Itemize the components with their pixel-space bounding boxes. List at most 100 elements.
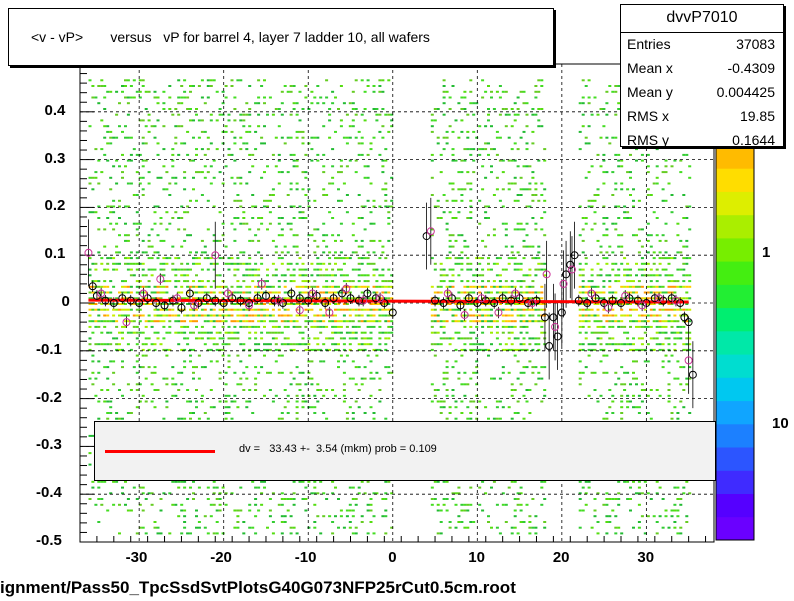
data-point: [566, 260, 575, 269]
data-point: [447, 294, 456, 303]
data-point: [650, 294, 659, 303]
data-point: [617, 299, 626, 307]
data-point: [245, 299, 254, 307]
data-point: [680, 313, 689, 322]
stats-label: Entries: [627, 36, 671, 52]
data-point: [325, 308, 334, 317]
data-point: [338, 289, 347, 298]
data-point: [321, 299, 330, 307]
data-point: [481, 296, 490, 305]
y-tick-label: -0.1: [36, 340, 62, 358]
data-point: [228, 294, 237, 303]
y-tick-label: 0.4: [44, 101, 66, 119]
legend-fit-text: dv = 33.43 +- 3.54 (mkm) prob = 0.109: [239, 443, 437, 455]
data-point: [540, 313, 549, 322]
data-point: [655, 294, 664, 303]
colorbar-segment: [716, 493, 754, 518]
data-point: [562, 270, 571, 279]
x-tick-label: 0: [388, 549, 397, 566]
data-point: [354, 296, 363, 305]
stats-row-rms-x: RMS x 19.85: [627, 108, 775, 130]
data-point: [528, 299, 537, 307]
data-point: [667, 294, 676, 303]
y-tick-label: 0: [61, 293, 70, 310]
data-point: [270, 296, 279, 305]
data-point: [422, 232, 431, 241]
data-point: [443, 289, 452, 298]
colorbar-segment: [716, 447, 754, 471]
data-point: [498, 294, 507, 303]
x-tick-label: -10: [294, 549, 317, 566]
data-point: [559, 279, 568, 288]
data-point: [524, 299, 533, 307]
data-point: [185, 289, 194, 298]
data-point: [511, 289, 520, 298]
data-point: [600, 299, 609, 307]
data-point: [261, 291, 270, 300]
colorbar-segment: [716, 191, 754, 216]
y-tick-label: -0.5: [36, 532, 62, 549]
data-point: [88, 282, 97, 291]
data-point: [625, 294, 634, 303]
colorbar-segment: [716, 470, 754, 494]
data-point: [380, 299, 389, 307]
stats-box: dvvP7010 Entries 37083 Mean x -0.4309 Me…: [620, 4, 784, 148]
y-tick-label: 0.3: [44, 149, 66, 167]
colorbar-segment: [716, 516, 754, 541]
colorbar-segment: [716, 261, 754, 285]
stats-row-entries: Entries 37083: [627, 36, 775, 58]
data-point: [532, 296, 541, 305]
stats-row-mean-x: Mean x -0.4309: [627, 60, 775, 82]
data-point: [274, 296, 283, 305]
data-point: [190, 301, 199, 310]
data-point: [604, 303, 613, 312]
data-point: [549, 313, 558, 322]
y-tick-label: -0.3: [36, 436, 62, 454]
data-point: [608, 296, 617, 305]
stats-label: Mean y: [627, 84, 673, 100]
data-point: [456, 301, 465, 310]
data-point: [688, 370, 697, 379]
data-point: [426, 227, 435, 236]
x-tick-label: -30: [125, 549, 148, 566]
stats-value: -0.4309: [727, 60, 775, 76]
data-point: [477, 294, 486, 303]
data-point: [376, 294, 385, 303]
data-point: [122, 318, 131, 327]
profile-markers: [84, 227, 697, 379]
colorbar-segment: [716, 354, 754, 378]
data-point: [346, 294, 355, 303]
data-point: [684, 318, 693, 327]
x-tick-label: 20: [552, 549, 570, 566]
colorbar-segment: [716, 237, 754, 262]
stats-value: 19.85: [739, 108, 775, 124]
fit-line-segment: [88, 298, 689, 304]
data-point: [587, 289, 596, 298]
data-point: [245, 301, 254, 310]
data-point: [109, 299, 118, 307]
legend-line-sample: [105, 450, 215, 453]
data-point: [223, 289, 232, 298]
data-point: [363, 289, 372, 298]
data-point: [545, 342, 554, 351]
data-point: [621, 291, 630, 300]
data-point: [211, 251, 220, 260]
data-point: [308, 289, 317, 298]
data-point: [460, 310, 469, 319]
data-point: [431, 296, 440, 305]
colorbar-segment: [716, 214, 754, 239]
colorbar-label-10: 10: [772, 415, 789, 432]
y-tick-label: -0.4: [36, 484, 62, 502]
data-point: [570, 251, 579, 260]
data-point: [139, 289, 148, 298]
y-tick-label: 0.1: [44, 245, 66, 263]
chart-title: <v - vP> versus vP for barrel 4, layer 7…: [31, 29, 430, 45]
data-point: [202, 294, 211, 303]
data-point: [583, 299, 592, 307]
x-tick-label: 30: [637, 549, 655, 566]
x-tick-label: 10: [468, 549, 485, 566]
stats-label: Mean x: [627, 60, 673, 76]
data-point: [253, 294, 262, 303]
stats-name: dvvP7010: [666, 9, 738, 26]
data-point: [684, 356, 693, 365]
